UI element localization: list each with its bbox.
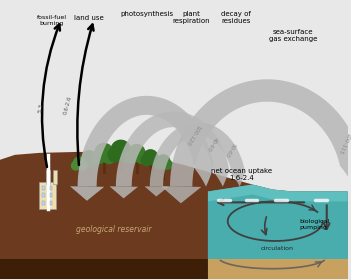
FancyArrowPatch shape	[77, 25, 93, 165]
Bar	[41, 201, 45, 205]
Circle shape	[91, 150, 106, 164]
Circle shape	[140, 155, 152, 166]
Polygon shape	[170, 79, 351, 186]
Polygon shape	[116, 111, 229, 186]
Text: 5.3: 5.3	[37, 103, 44, 114]
Text: 100-120: 100-120	[184, 123, 200, 146]
Polygon shape	[78, 96, 213, 186]
Text: fossil-fuel
burning: fossil-fuel burning	[37, 15, 66, 26]
Bar	[41, 193, 45, 197]
Bar	[49, 193, 53, 197]
Circle shape	[125, 150, 139, 164]
Polygon shape	[0, 259, 347, 279]
Text: geological reservair: geological reservair	[76, 225, 152, 234]
Circle shape	[107, 147, 123, 163]
Text: 40-60: 40-60	[205, 135, 218, 152]
Bar	[49, 186, 53, 190]
Circle shape	[149, 155, 161, 166]
Circle shape	[87, 156, 100, 169]
Circle shape	[111, 140, 131, 160]
Polygon shape	[110, 186, 138, 199]
FancyArrowPatch shape	[42, 24, 60, 167]
Bar	[49, 201, 53, 205]
Circle shape	[94, 143, 114, 162]
Polygon shape	[208, 185, 347, 279]
Text: 100-115: 100-115	[337, 131, 351, 154]
Circle shape	[156, 154, 171, 168]
Text: 50-60: 50-60	[224, 142, 236, 158]
Text: sea-surface
gas exchange: sea-surface gas exchange	[269, 29, 317, 42]
Circle shape	[81, 150, 98, 167]
Polygon shape	[70, 186, 104, 201]
Circle shape	[154, 159, 165, 170]
Polygon shape	[208, 194, 347, 259]
Circle shape	[162, 159, 173, 170]
Polygon shape	[208, 185, 347, 201]
Circle shape	[73, 156, 86, 169]
Text: circulation: circulation	[261, 246, 294, 251]
Circle shape	[78, 156, 91, 169]
Text: biological
pumping: biological pumping	[299, 219, 329, 230]
Bar	[46, 170, 49, 184]
Circle shape	[118, 147, 134, 163]
Polygon shape	[161, 186, 201, 203]
Text: 0.6-2.6: 0.6-2.6	[62, 95, 72, 115]
Text: land use: land use	[74, 15, 104, 21]
Circle shape	[134, 150, 148, 164]
Polygon shape	[150, 122, 245, 186]
Polygon shape	[0, 152, 347, 279]
Circle shape	[71, 161, 81, 171]
Bar	[53, 170, 58, 184]
Text: net ocean uptake
1.6-2.4: net ocean uptake 1.6-2.4	[211, 168, 272, 181]
Text: plant
respiration: plant respiration	[172, 11, 210, 24]
Text: photosynthesis: photosynthesis	[120, 11, 173, 17]
Polygon shape	[145, 186, 168, 197]
Bar	[39, 182, 57, 209]
Text: decay of
residues: decay of residues	[221, 11, 251, 24]
Circle shape	[128, 144, 146, 162]
Polygon shape	[208, 259, 347, 279]
Circle shape	[102, 150, 117, 164]
Circle shape	[78, 161, 88, 171]
Circle shape	[143, 149, 158, 165]
Bar	[41, 186, 45, 190]
